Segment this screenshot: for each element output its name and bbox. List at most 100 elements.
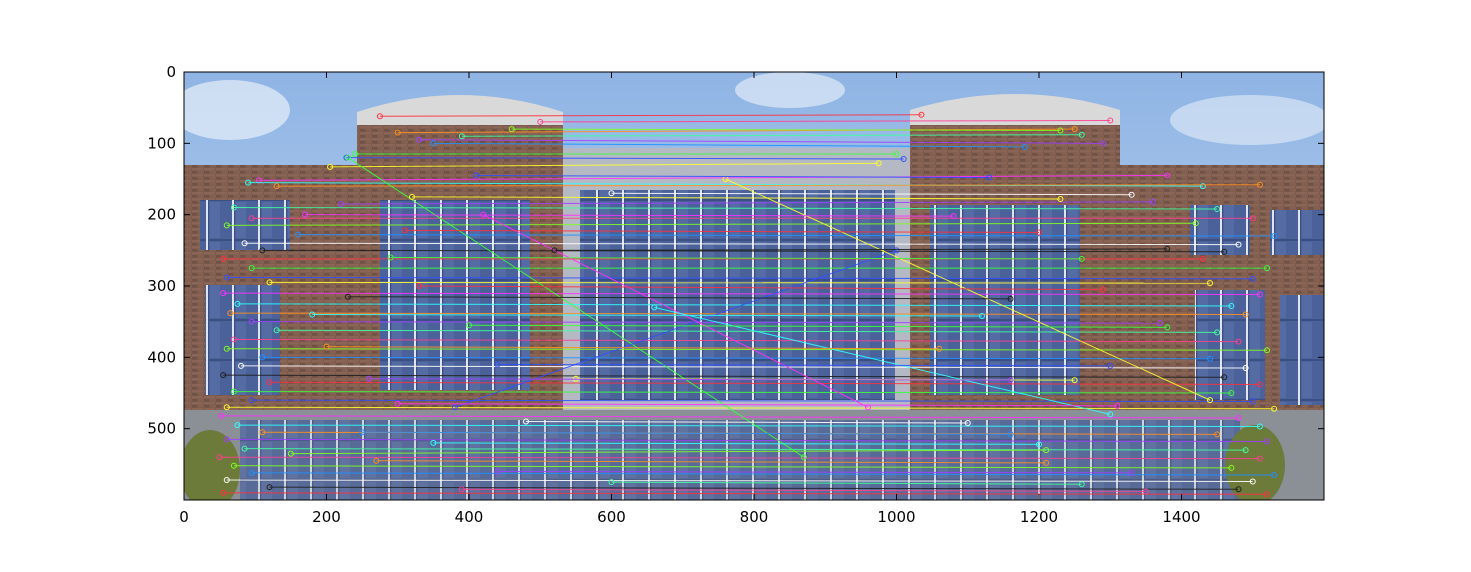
x-tick-label: 200 xyxy=(312,508,341,526)
keypoint-left xyxy=(373,457,380,464)
match-line xyxy=(233,391,1232,394)
match-line xyxy=(269,281,1211,284)
match-line xyxy=(251,321,1161,324)
keypoint-left xyxy=(230,204,237,211)
match-line xyxy=(347,157,805,458)
keypoint-right xyxy=(1264,438,1270,445)
match-line xyxy=(411,196,1061,200)
keypoint-right xyxy=(1249,275,1256,282)
keypoint-right xyxy=(1242,311,1249,318)
keypoint-left xyxy=(259,429,266,436)
keypoint-right xyxy=(1157,320,1164,327)
keypoint-left xyxy=(394,129,401,136)
match-line xyxy=(330,162,879,168)
keypoint-right xyxy=(1207,280,1213,287)
match-line xyxy=(226,276,1253,280)
x-tick-label: 600 xyxy=(597,508,626,526)
match-line xyxy=(326,346,940,350)
keypoint-left xyxy=(220,372,227,379)
x-tick-label: 400 xyxy=(455,508,484,526)
keypoint-left xyxy=(359,429,366,436)
keypoint-left xyxy=(241,240,248,247)
keypoint-left xyxy=(430,140,437,147)
keypoint-right xyxy=(1264,347,1270,354)
keypoint-left xyxy=(266,484,273,491)
keypoint-left xyxy=(416,136,423,143)
keypoint-left xyxy=(608,479,615,486)
keypoint-left xyxy=(230,388,237,395)
keypoint-right xyxy=(1271,405,1278,412)
match-line xyxy=(419,139,1104,144)
match-line xyxy=(262,356,1211,360)
keypoint-left xyxy=(458,486,465,493)
y-tick-label: 200 xyxy=(147,206,176,224)
keypoint-right xyxy=(1057,127,1064,134)
match-line xyxy=(226,348,1268,351)
x-tick-label: 0 xyxy=(179,508,189,526)
match-line xyxy=(397,128,1075,134)
keypoint-left xyxy=(220,255,227,262)
keypoint-right xyxy=(1078,481,1085,488)
match-line xyxy=(251,399,1253,403)
keypoint-right xyxy=(1078,131,1085,138)
keypoint-right xyxy=(1043,459,1050,466)
keypoint-left xyxy=(323,343,330,350)
keypoint-right xyxy=(1235,414,1242,421)
keypoint-left xyxy=(473,172,480,179)
match-line xyxy=(223,492,1268,495)
keypoint-right xyxy=(1256,181,1263,188)
keypoint-left xyxy=(287,450,294,457)
keypoint-left xyxy=(295,231,301,238)
y-tick-label: 400 xyxy=(147,348,176,366)
match-line xyxy=(654,306,1111,415)
keypoint-right xyxy=(1192,220,1199,227)
x-axis: 0 200 400 600 800 1000 1200 1400 xyxy=(179,72,1201,526)
keypoint-right xyxy=(1214,205,1221,212)
match-line xyxy=(468,324,1168,328)
keypoint-right xyxy=(1142,488,1149,495)
match-line xyxy=(454,249,897,408)
keypoint-right xyxy=(1100,286,1107,293)
keypoint-right xyxy=(964,419,971,426)
keypoint-left xyxy=(494,468,501,475)
match-line xyxy=(244,242,1239,246)
match-line xyxy=(525,421,968,424)
keypoint-left xyxy=(223,345,230,352)
match-line xyxy=(611,192,1132,196)
keypoint-right xyxy=(1199,255,1206,262)
keypoint-right xyxy=(893,151,900,158)
keypoint-left xyxy=(458,133,465,140)
keypoint-left xyxy=(241,445,248,452)
keypoint-right xyxy=(875,160,882,167)
match-line xyxy=(269,381,1260,385)
keypoint-right xyxy=(1264,491,1270,498)
keypoint-right xyxy=(1256,291,1263,298)
keypoint-right xyxy=(1007,431,1014,438)
match-line xyxy=(476,174,990,179)
keypoint-left xyxy=(466,322,472,329)
match-line xyxy=(483,214,869,408)
keypoint-left xyxy=(227,310,234,317)
match-line xyxy=(611,481,1082,485)
keypoint-right xyxy=(1228,390,1235,396)
keypoint-left xyxy=(344,154,351,161)
keypoint-left xyxy=(451,404,458,411)
keypoint-left xyxy=(266,379,273,386)
keypoint-right xyxy=(1271,233,1278,240)
feature-matches xyxy=(216,111,1278,498)
keypoint-left xyxy=(220,489,227,496)
keypoint-left xyxy=(537,118,544,125)
match-line xyxy=(233,465,1232,469)
keypoint-right xyxy=(936,345,943,352)
keypoint-left xyxy=(387,254,394,261)
match-line xyxy=(248,182,1203,187)
keypoint-right xyxy=(1007,295,1014,302)
y-tick-label: 300 xyxy=(147,277,176,295)
match-line xyxy=(390,256,1082,260)
keypoint-right xyxy=(1036,229,1042,236)
match-line xyxy=(419,285,1104,291)
keypoint-right xyxy=(1164,324,1171,331)
match-line xyxy=(226,479,1253,482)
keypoint-right xyxy=(1164,172,1171,179)
match-line xyxy=(240,365,1246,369)
